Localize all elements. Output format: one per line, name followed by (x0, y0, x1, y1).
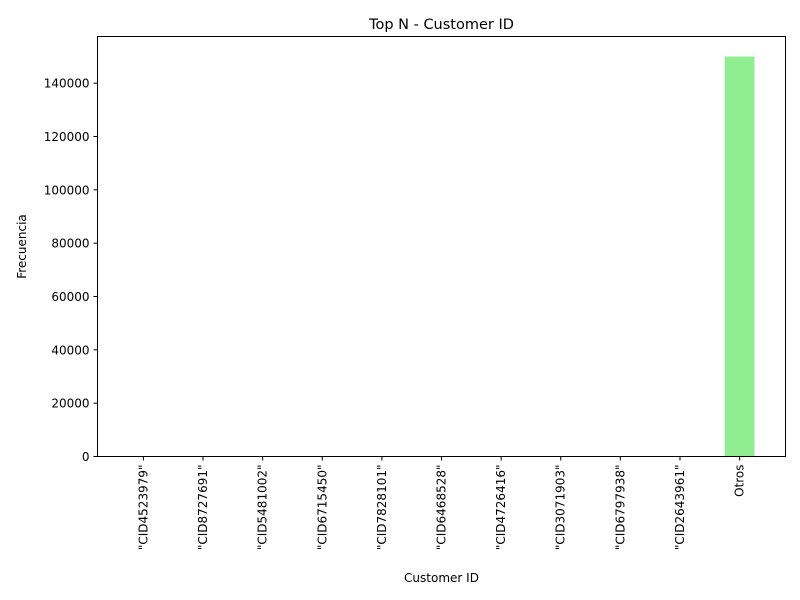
x-tick-label-8: "CID6797938" (613, 465, 627, 551)
y-tick-label-2: 40000 (51, 343, 89, 357)
y-axis-label: Frecuencia (15, 214, 29, 279)
x-axis-ticks: "CID4523979" "CID8727691" "CID5481002" "CID… (136, 456, 747, 551)
plot-frame (97, 36, 786, 457)
y-tick-label-4: 80000 (51, 237, 89, 251)
x-tick-label-7: "CID3071903" (554, 465, 568, 551)
x-tick-label-0: "CID4523979" (136, 465, 150, 551)
bars-group (128, 56, 755, 457)
y-tick-label-1: 20000 (51, 397, 89, 411)
x-tick-label-1: "CID8727691" (196, 465, 210, 551)
y-tick-label-0: 0 (82, 450, 90, 464)
x-tick-label-5: "CID6468528" (435, 465, 449, 551)
x-tick-label-6: "CID4726416" (494, 465, 508, 551)
chart-title: Top N - Customer ID (368, 17, 514, 33)
y-tick-label-3: 60000 (51, 290, 89, 304)
x-tick-label-2: "CID5481002" (256, 465, 270, 551)
x-tick-label-3: "CID6715450" (315, 465, 329, 551)
bar-10 (724, 56, 755, 457)
x-tick-label-10: Otros (733, 465, 747, 497)
x-tick-label-9: "CID2643961" (673, 465, 687, 551)
x-axis-label: Customer ID (404, 571, 479, 585)
y-tick-label-7: 140000 (44, 77, 90, 91)
y-tick-label-5: 100000 (44, 183, 90, 197)
y-axis-ticks: 0 20000 40000 60000 80000 100000 120000 140000 (44, 77, 98, 464)
y-tick-label-6: 120000 (44, 130, 90, 144)
x-tick-label-4: "CID7828101" (375, 465, 389, 551)
